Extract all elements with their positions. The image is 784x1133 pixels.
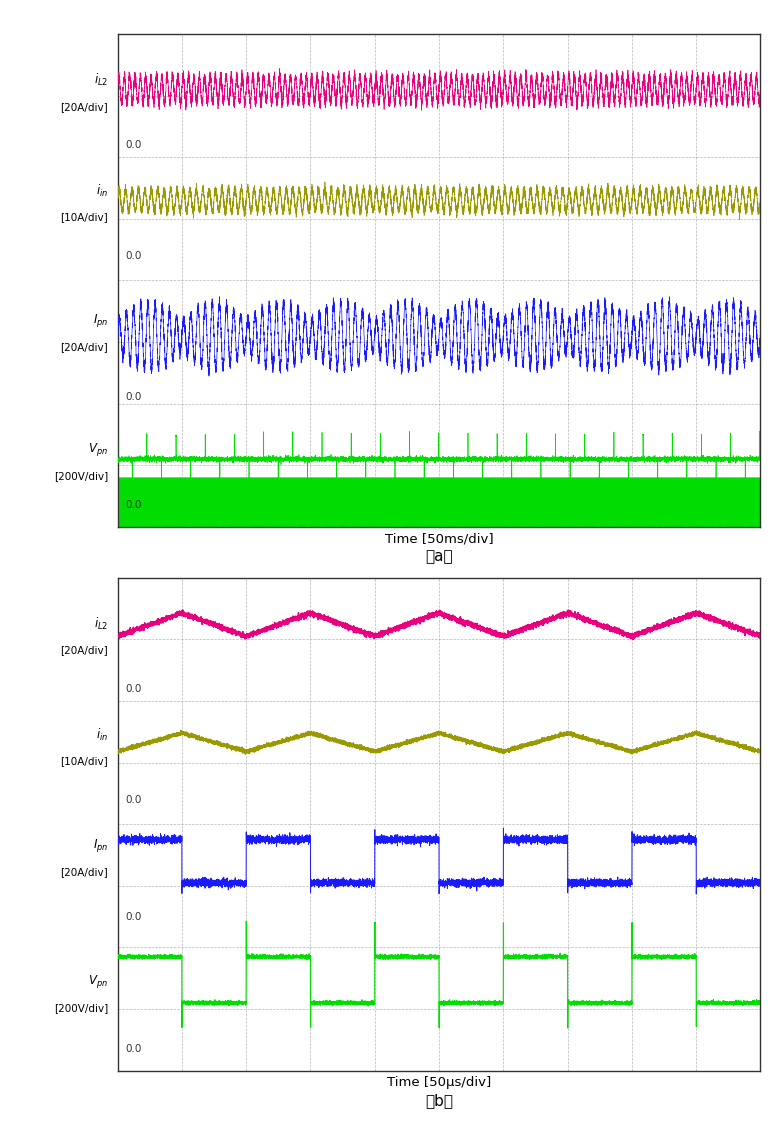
Text: 0.0: 0.0 [125, 250, 142, 261]
Text: $I_{pn}$: $I_{pn}$ [93, 837, 108, 854]
Text: 0.0: 0.0 [125, 912, 142, 921]
Text: [20A/div]: [20A/div] [60, 102, 108, 112]
Text: $V_{pn}$: $V_{pn}$ [88, 973, 108, 990]
Text: $i_{in}$: $i_{in}$ [96, 727, 108, 743]
Text: $I_{pn}$: $I_{pn}$ [93, 312, 108, 329]
Text: [20A/div]: [20A/div] [60, 646, 108, 656]
Text: 0.0: 0.0 [125, 794, 142, 804]
Text: [200V/div]: [200V/div] [54, 1003, 108, 1013]
X-axis label: Time [50μs/div]: Time [50μs/div] [387, 1076, 491, 1089]
Text: 0.0: 0.0 [125, 501, 142, 510]
X-axis label: Time [50ms/div]: Time [50ms/div] [385, 533, 493, 545]
Text: [10A/div]: [10A/div] [60, 757, 108, 766]
Text: $i_{L2}$: $i_{L2}$ [93, 73, 108, 88]
Text: [10A/div]: [10A/div] [60, 213, 108, 222]
Text: 0.0: 0.0 [125, 139, 142, 150]
Text: （b）: （b） [425, 1093, 453, 1108]
Text: [200V/div]: [200V/div] [54, 471, 108, 482]
Text: 0.0: 0.0 [125, 683, 142, 693]
Text: $V_{pn}$: $V_{pn}$ [88, 442, 108, 459]
Text: 0.0: 0.0 [125, 392, 142, 402]
Text: （a）: （a） [425, 550, 453, 564]
Text: 0.0: 0.0 [125, 1045, 142, 1054]
Text: [20A/div]: [20A/div] [60, 342, 108, 352]
Text: $i_{in}$: $i_{in}$ [96, 184, 108, 199]
Text: $i_{L2}$: $i_{L2}$ [93, 616, 108, 632]
Text: [20A/div]: [20A/div] [60, 867, 108, 877]
